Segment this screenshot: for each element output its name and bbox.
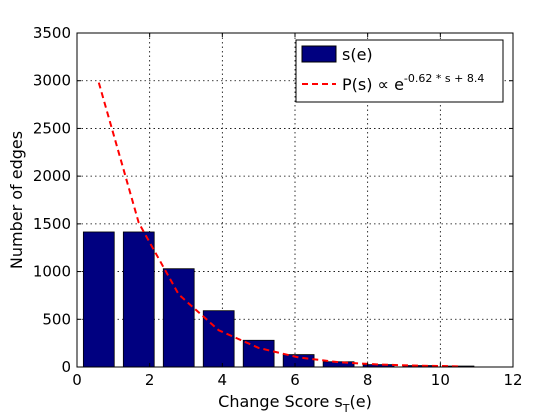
axis-ticks: 0 2 4 6 8 10 12 0 500 1000 1500 2000 2500 3000 3500	[33, 24, 523, 389]
y-tick-label: 3500	[33, 24, 71, 42]
x-axis-label-suffix: (e)	[349, 392, 371, 411]
bar	[202, 310, 235, 368]
bar	[82, 231, 115, 368]
bar	[322, 361, 355, 368]
y-tick-label: 0	[61, 358, 71, 376]
y-tick-label: 500	[42, 310, 71, 328]
y-tick-label: 1000	[33, 263, 71, 281]
legend-swatch-bar	[301, 45, 337, 63]
x-tick-label: 0	[72, 371, 82, 389]
x-tick-label: 10	[431, 371, 450, 389]
x-tick-label: 4	[218, 371, 228, 389]
legend-label-fit: P(s) ∝ e-0.62 * s + 8.4	[342, 72, 484, 94]
bar	[162, 268, 195, 368]
y-tick-label: 2500	[33, 119, 71, 137]
x-axis-label-subscript: T	[342, 402, 350, 415]
legend-label-fit-base: P(s) ∝ e	[342, 75, 404, 94]
x-tick-label: 8	[363, 371, 373, 389]
fit-line	[97, 82, 459, 368]
x-axis-label-main: Change Score s	[218, 392, 343, 411]
y-tick-label: 2000	[33, 167, 71, 185]
bar	[282, 354, 315, 368]
y-axis-label: Number of edges	[7, 131, 26, 269]
y-tick-label: 3000	[33, 72, 71, 90]
legend-label-fit-exponent: -0.62 * s + 8.4	[404, 72, 484, 85]
y-tick-label: 1500	[33, 215, 71, 233]
legend-label-bar: s(e)	[342, 45, 373, 64]
legend: s(e) P(s) ∝ e-0.62 * s + 8.4	[295, 39, 504, 103]
bar	[122, 231, 155, 368]
x-tick-label: 2	[145, 371, 155, 389]
x-tick-label: 6	[290, 371, 300, 389]
bar-series	[82, 231, 475, 368]
bar	[242, 339, 275, 368]
x-tick-label: 12	[503, 371, 522, 389]
x-axis-label: Change Score sT(e)	[218, 392, 372, 415]
fit-line-series	[97, 82, 459, 368]
